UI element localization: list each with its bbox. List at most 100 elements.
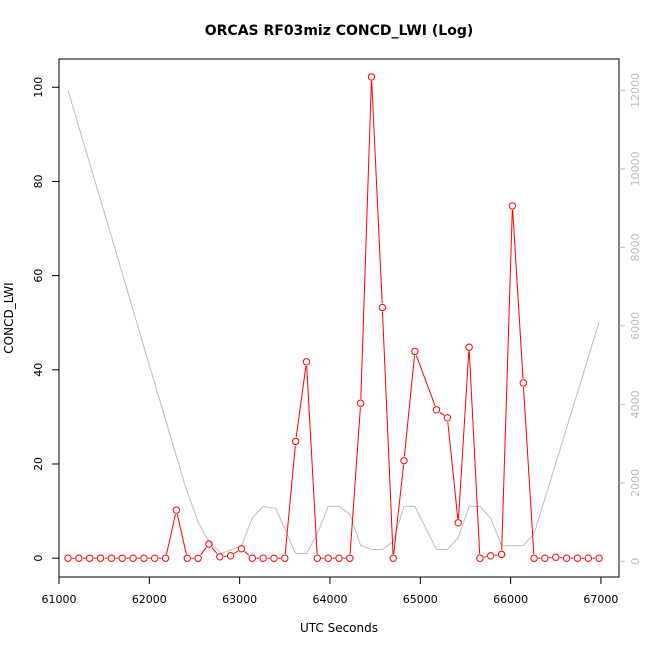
data-point bbox=[194, 554, 202, 562]
primary-series-segment bbox=[468, 351, 481, 555]
data-point bbox=[443, 414, 452, 422]
data-point bbox=[248, 554, 257, 562]
primary-series-segment bbox=[403, 355, 415, 457]
x-tick-label: 66000 bbox=[493, 593, 528, 606]
data-point bbox=[86, 554, 94, 562]
data-point bbox=[562, 554, 571, 562]
data-point bbox=[367, 73, 376, 81]
primary-series-segment bbox=[371, 81, 383, 304]
primary-series-segment bbox=[176, 514, 187, 555]
x-tick-label: 64000 bbox=[312, 593, 347, 606]
primary-series-segment bbox=[512, 210, 524, 379]
data-point bbox=[140, 554, 148, 562]
data-point bbox=[161, 554, 170, 562]
y2-tick-label: 0 bbox=[629, 558, 642, 565]
primary-series-segment bbox=[166, 514, 176, 555]
y-tick-label: 80 bbox=[32, 174, 45, 188]
primary-series-segment bbox=[349, 407, 361, 555]
data-point bbox=[552, 553, 560, 561]
data-point bbox=[237, 545, 246, 553]
primary-series-segment bbox=[523, 387, 535, 555]
chart-title: ORCAS RF03miz CONCD_LWI (Log) bbox=[205, 23, 474, 39]
primary-series-segment bbox=[211, 546, 218, 554]
x-axis-label: UTC Seconds bbox=[300, 621, 378, 635]
primary-series-segment bbox=[483, 556, 487, 558]
data-point bbox=[302, 358, 311, 366]
y2-tick-label: 10000 bbox=[629, 151, 642, 186]
plot-frame bbox=[58, 58, 620, 578]
data-point bbox=[530, 554, 538, 562]
x-tick-label: 63000 bbox=[222, 593, 257, 606]
y-tick-label: 60 bbox=[32, 269, 45, 283]
data-point bbox=[400, 457, 408, 465]
y-tick-label: 0 bbox=[32, 555, 45, 562]
data-point bbox=[324, 554, 332, 562]
data-point bbox=[346, 554, 354, 562]
y2-tick-label: 6000 bbox=[629, 312, 642, 340]
data-point bbox=[270, 554, 278, 562]
data-point bbox=[118, 554, 126, 562]
x-tick-label: 61000 bbox=[42, 593, 77, 606]
data-point bbox=[519, 379, 527, 387]
y-axis-label: CONCD_LWI bbox=[2, 282, 16, 353]
data-point bbox=[595, 554, 603, 562]
primary-series-segment bbox=[284, 445, 296, 555]
y2-axis: 0 2000 4000 6000 8000 10000 12000 bbox=[619, 73, 642, 565]
data-point bbox=[476, 554, 484, 562]
y2-tick-label: 8000 bbox=[629, 233, 642, 261]
primary-series-segment bbox=[415, 355, 436, 407]
data-point bbox=[389, 554, 397, 562]
data-point bbox=[216, 553, 224, 561]
primary-series-segment bbox=[501, 210, 513, 551]
data-point bbox=[378, 303, 387, 312]
data-point bbox=[465, 343, 473, 351]
data-point bbox=[573, 554, 582, 562]
data-point bbox=[497, 550, 506, 559]
data-point bbox=[411, 347, 419, 356]
data-point bbox=[205, 540, 213, 548]
data-point bbox=[291, 437, 300, 446]
x-tick-label: 62000 bbox=[132, 593, 167, 606]
primary-series-segment bbox=[200, 547, 207, 556]
y-tick-label: 100 bbox=[32, 77, 45, 98]
secondary-series-line bbox=[67, 90, 600, 555]
y-tick-label: 40 bbox=[32, 363, 45, 377]
y2-tick-label: 2000 bbox=[629, 469, 642, 497]
data-point bbox=[313, 554, 321, 562]
data-point bbox=[129, 554, 137, 562]
y-axis: 0 20 40 60 80 100 bbox=[32, 77, 59, 562]
data-point bbox=[259, 554, 267, 562]
data-point bbox=[335, 554, 343, 562]
primary-series-segment bbox=[295, 365, 307, 438]
data-point bbox=[357, 399, 365, 407]
data-point bbox=[541, 554, 549, 562]
data-point bbox=[107, 554, 116, 562]
data-point bbox=[281, 554, 289, 562]
y2-tick-label: 12000 bbox=[629, 73, 642, 108]
data-point bbox=[75, 554, 83, 562]
data-point bbox=[64, 554, 72, 562]
data-point bbox=[432, 406, 441, 414]
primary-series-segment bbox=[447, 421, 459, 519]
primary-series-segment bbox=[458, 351, 470, 519]
data-point bbox=[487, 552, 495, 560]
data-point bbox=[226, 552, 235, 560]
data-point bbox=[172, 506, 181, 514]
primary-series-segment bbox=[393, 464, 405, 555]
data-point bbox=[584, 554, 592, 562]
data-point bbox=[183, 554, 192, 562]
data-point bbox=[508, 202, 517, 210]
primary-series-segment bbox=[244, 551, 250, 556]
primary-series-segment bbox=[360, 81, 372, 400]
x-tick-label: 65000 bbox=[403, 593, 438, 606]
primary-series-segment bbox=[382, 311, 394, 555]
y2-tick-label: 4000 bbox=[629, 390, 642, 418]
y-tick-label: 20 bbox=[32, 457, 45, 471]
series-layer bbox=[64, 73, 603, 562]
primary-series-segment bbox=[233, 550, 239, 554]
data-point bbox=[96, 554, 105, 562]
x-axis: 61000 62000 63000 64000 65000 66000 67000 bbox=[42, 577, 618, 606]
x-tick-label: 67000 bbox=[583, 593, 618, 606]
primary-series-segment bbox=[439, 411, 445, 416]
